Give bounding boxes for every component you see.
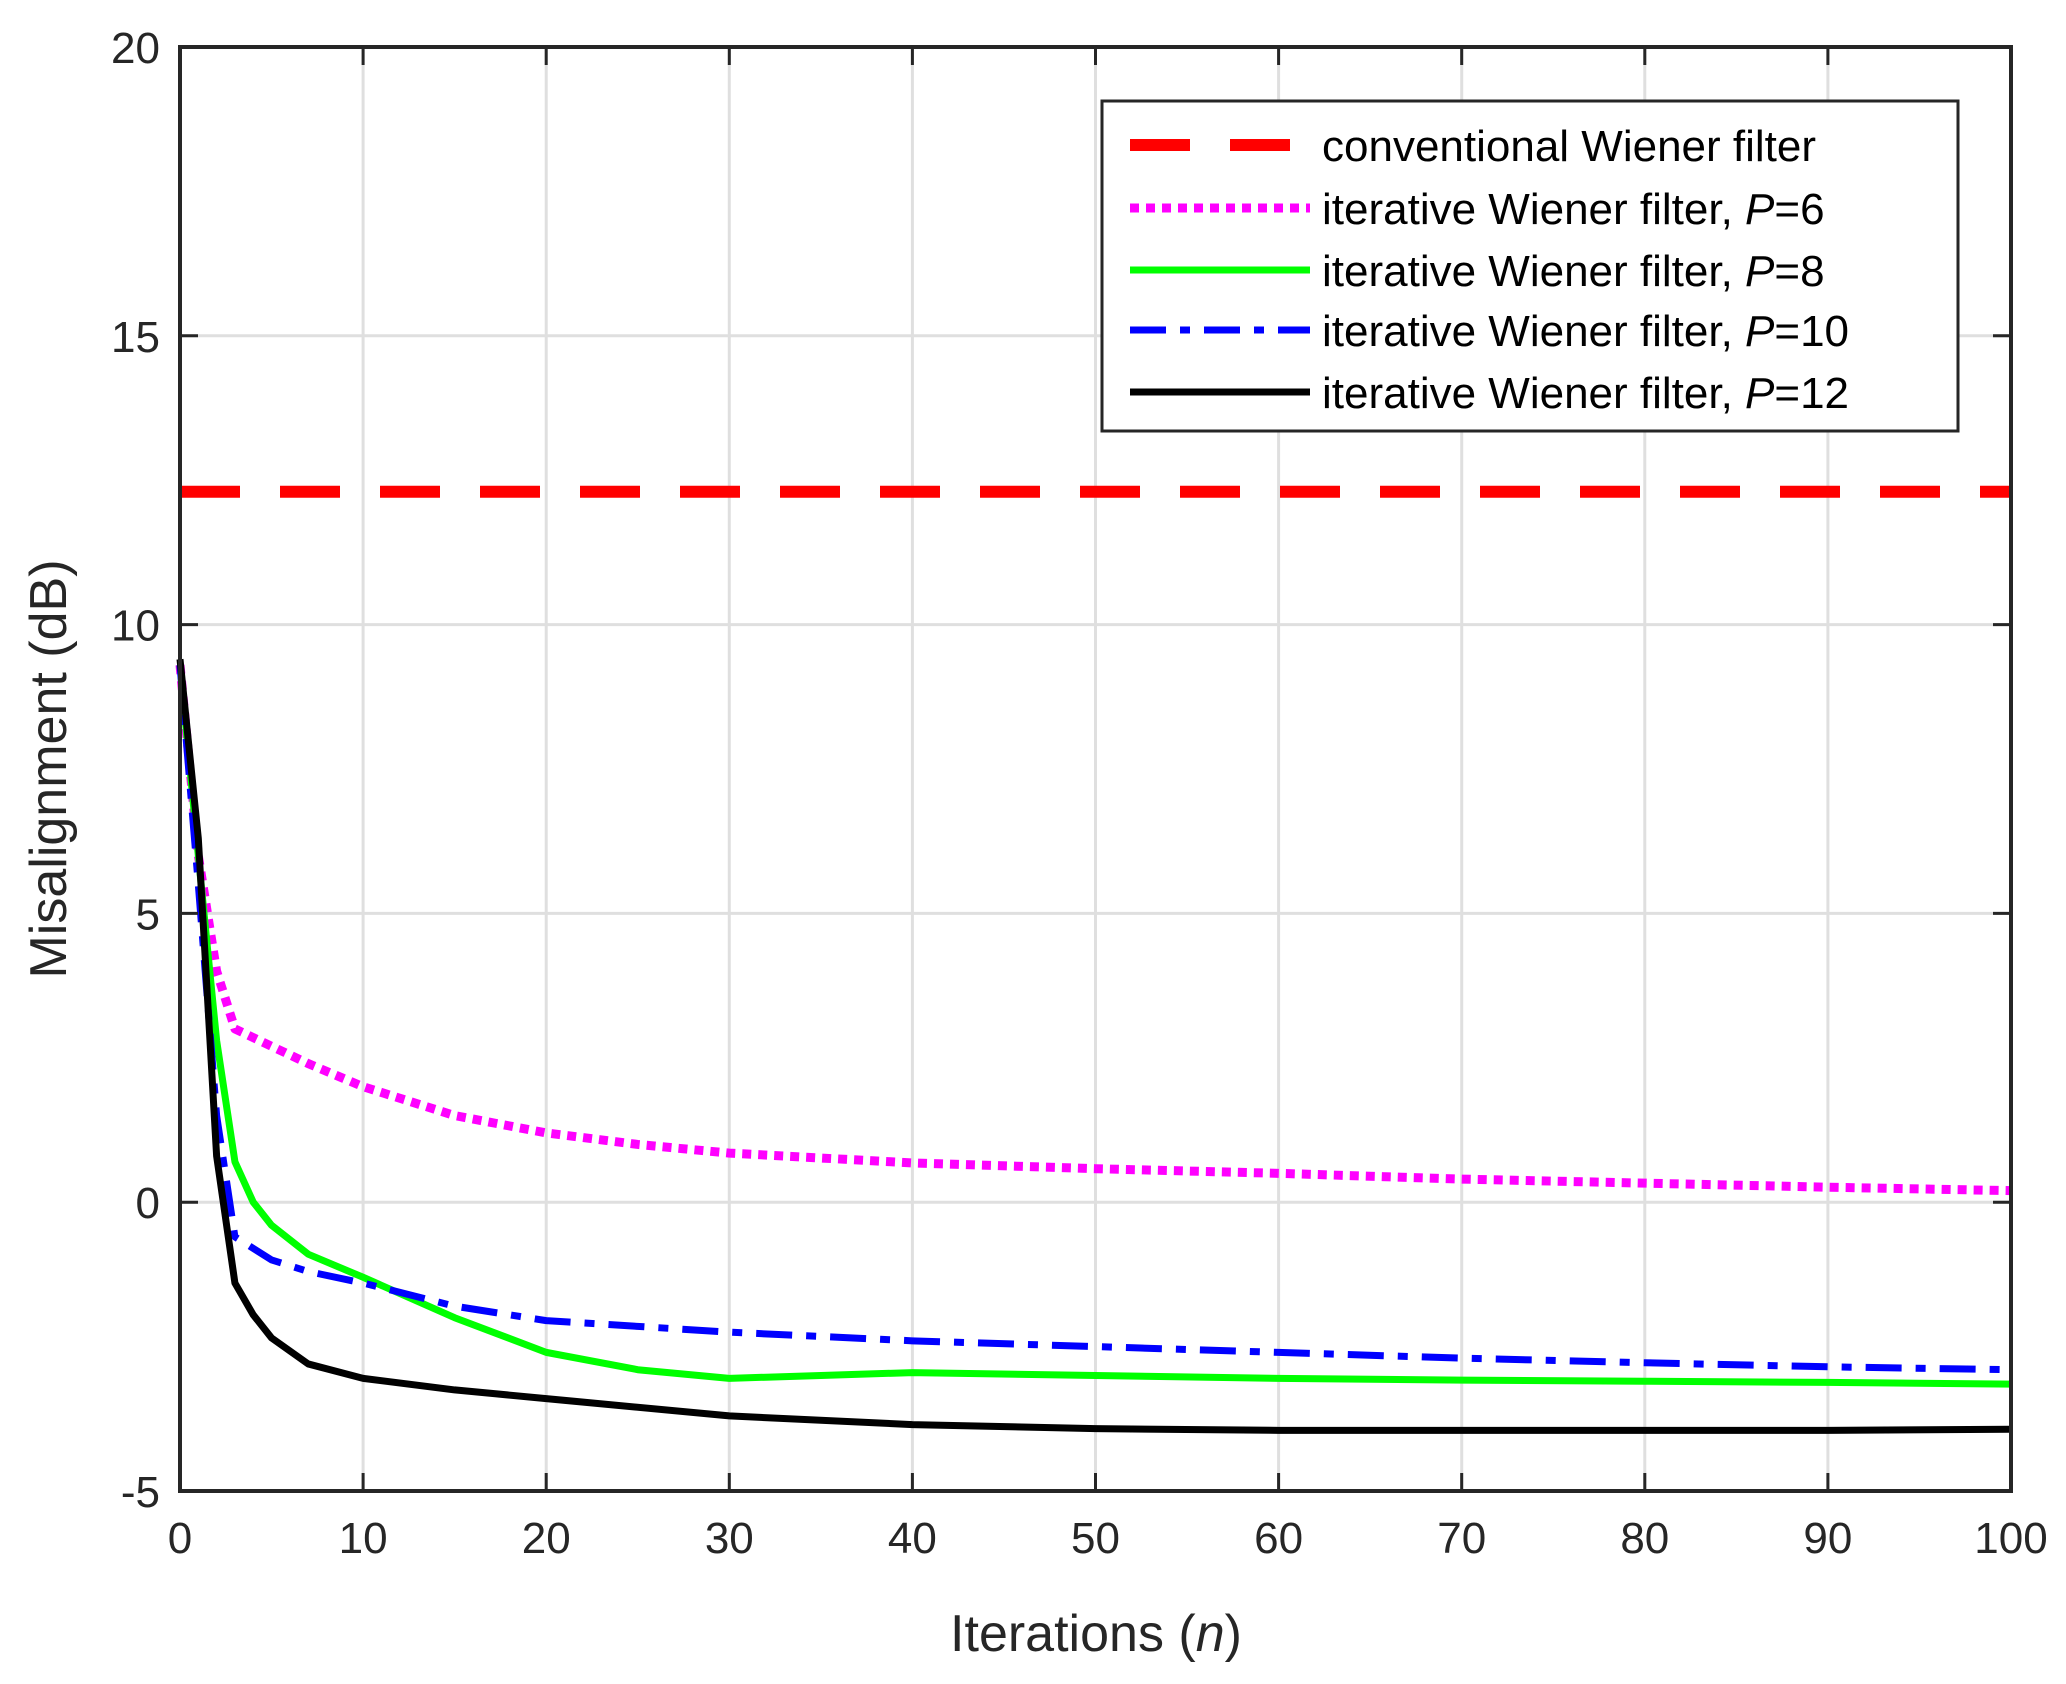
series-line-2 [176,664,2012,1388]
x-tick-label: 70 [1437,1514,1486,1563]
series-line-1 [175,664,2012,1196]
series-line-3 [176,664,2012,1374]
y-tick-label: 20 [111,24,160,73]
x-tick-label: 90 [1803,1514,1852,1563]
legend-label-2: iterative Wiener filter, P=8 [1322,247,1825,296]
y-axis-label: Misalignment (dB) [20,559,78,978]
legend-label-0: conventional Wiener filter [1322,122,1816,171]
x-tick-label: 80 [1620,1514,1669,1563]
x-tick-label: 0 [168,1514,192,1563]
x-tick-label: 20 [522,1514,571,1563]
x-tick-label: 60 [1254,1514,1303,1563]
legend-label-3: iterative Wiener filter, P=10 [1322,307,1849,356]
legend: conventional Wiener filter iterative Wien… [1100,99,1960,433]
y-tick-label: 10 [111,602,160,651]
x-axis-label-close: ) [1225,1605,1242,1663]
y-tick-label: 0 [136,1179,160,1228]
series-line-4 [176,658,2012,1434]
x-tick-label: 100 [1974,1514,2047,1563]
x-tick-label: 40 [888,1514,937,1563]
x-tick-label: 50 [1071,1514,1120,1563]
x-axis-label-text: Iterations ( [950,1605,1196,1663]
x-tick-label: 10 [339,1514,388,1563]
x-axis-label-var: n [1196,1605,1225,1663]
series-layer [175,485,2012,1434]
legend-label-4: iterative Wiener filter, P=12 [1322,369,1849,418]
y-tick-label: 15 [111,313,160,362]
y-tick-label: 5 [136,890,160,939]
x-tick-label: 30 [705,1514,754,1563]
legend-label-1: iterative Wiener filter, P=6 [1322,185,1825,234]
legend-box [1100,99,1960,433]
y-tick-label: -5 [121,1468,160,1517]
x-axis-label: Iterations (n) [950,1605,1242,1663]
